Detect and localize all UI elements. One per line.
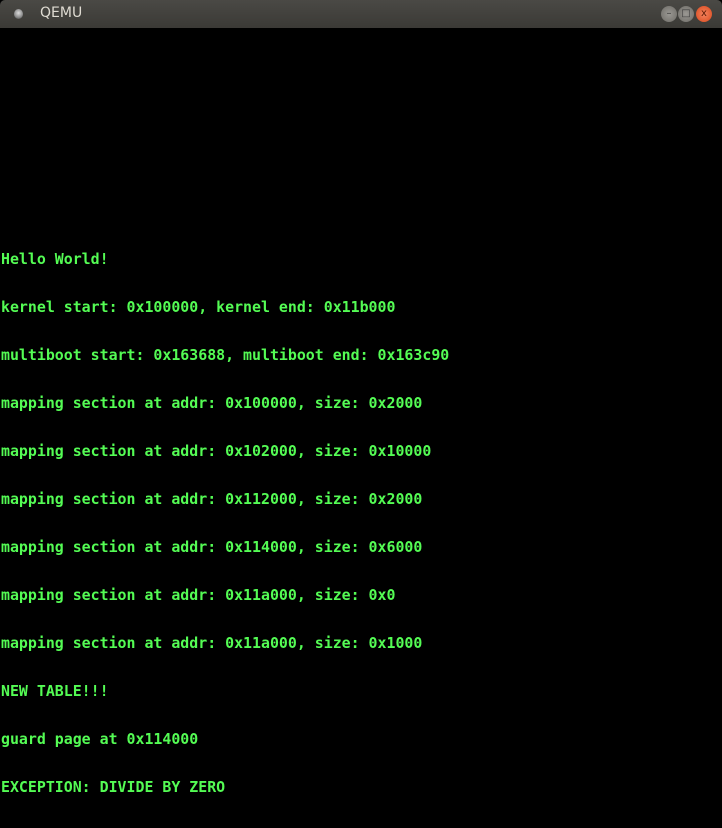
console-line: kernel start: 0x100000, kernel end: 0x11… [1, 298, 396, 316]
qemu-app-icon [14, 9, 23, 19]
console-line: EXCEPTION: DIVIDE BY ZERO [1, 778, 226, 796]
console-line: NEW TABLE!!! [1, 682, 109, 700]
console-line: mapping section at addr: 0x11a000, size:… [1, 634, 423, 652]
console-line: Hello World! [1, 250, 109, 268]
console-line: mapping section at addr: 0x112000, size:… [1, 490, 423, 508]
console-line: mapping section at addr: 0x102000, size:… [1, 442, 432, 460]
window-titlebar[interactable]: QEMU – □ x [0, 0, 722, 28]
console-line: multiboot start: 0x163688, multiboot end… [1, 346, 450, 364]
close-button[interactable]: x [696, 6, 712, 22]
minimize-button[interactable]: – [661, 6, 677, 22]
window-title: QEMU [40, 5, 83, 21]
console-line: mapping section at addr: 0x100000, size:… [1, 394, 423, 412]
vm-screen[interactable]: Hello World! kernel start: 0x100000, ker… [0, 28, 722, 795]
console-line: mapping section at addr: 0x11a000, size:… [1, 586, 396, 604]
maximize-button[interactable]: □ [678, 6, 694, 22]
console-line: guard page at 0x114000 [1, 730, 199, 748]
console-line: mapping section at addr: 0x114000, size:… [1, 538, 423, 556]
console-output: Hello World! kernel start: 0x100000, ker… [1, 219, 449, 827]
